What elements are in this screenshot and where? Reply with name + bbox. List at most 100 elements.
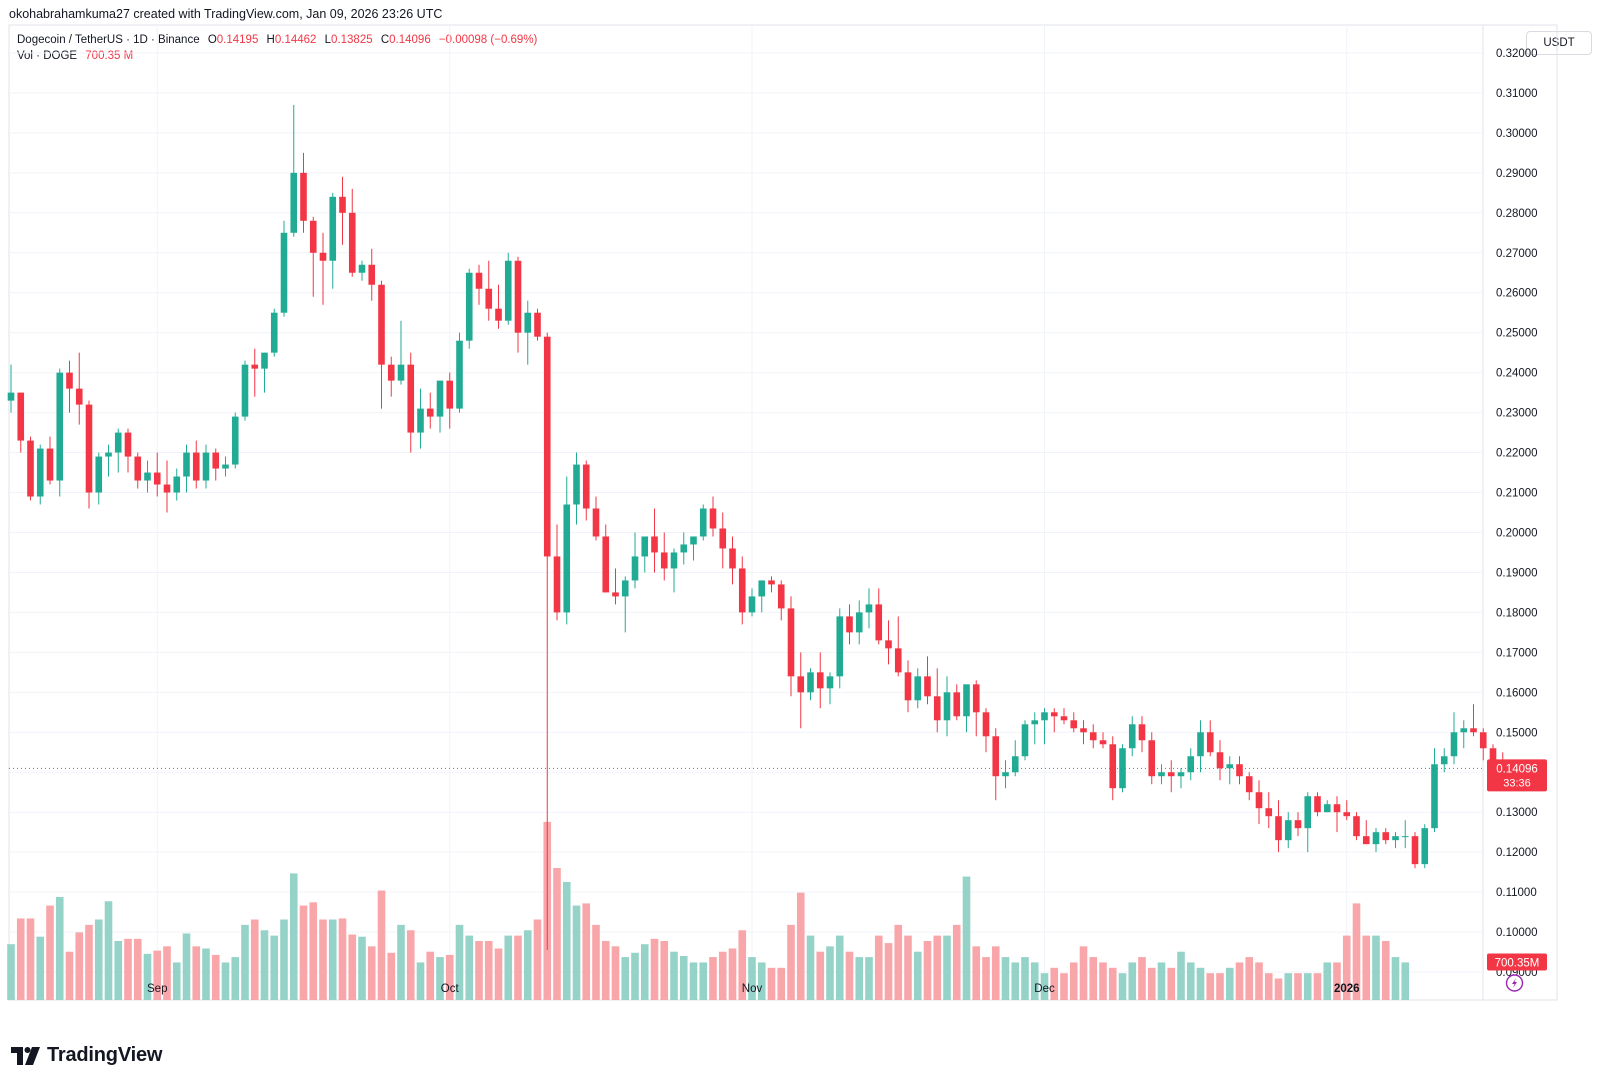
- price-chart[interactable]: 0.32000 0.31000 0.30000 0.29000 0.28000 0.270…: [0, 0, 1600, 1030]
- volume-bar: [943, 935, 951, 1000]
- candle-body: [1431, 764, 1438, 829]
- candle-body: [407, 364, 415, 433]
- y-tick-label: 0.15000: [1496, 727, 1538, 739]
- volume-bar: [1167, 967, 1176, 1000]
- volume-bar: [1333, 962, 1341, 1000]
- y-tick-label: 0.25000: [1496, 328, 1538, 340]
- candle-body: [1226, 764, 1234, 769]
- volume-bar: [582, 903, 591, 1000]
- candle-body: [1197, 732, 1204, 757]
- candle-body: [680, 544, 688, 553]
- volume-bar: [1157, 962, 1166, 1000]
- y-tick-label: 0.18000: [1496, 607, 1538, 619]
- candle-body: [1002, 772, 1009, 777]
- candle-body: [495, 308, 502, 321]
- candle-body: [699, 508, 707, 537]
- candle-body: [1041, 712, 1048, 721]
- volume-bar: [533, 919, 542, 1000]
- low-value: 0.13825: [331, 34, 373, 46]
- y-tick-label: 0.30000: [1496, 128, 1538, 140]
- y-tick-label: 0.11000: [1496, 887, 1537, 899]
- candle-body: [641, 536, 649, 557]
- volume-bar: [1099, 962, 1107, 1000]
- symbol-legend[interactable]: Dogecoin / TetherUS · 1D · Binance O 0.14…: [17, 34, 537, 46]
- volume-bar: [504, 935, 513, 1000]
- volume-bar: [562, 881, 571, 1000]
- tradingview-logo[interactable]: TradingView: [11, 1044, 162, 1067]
- volume-bar: [1391, 957, 1400, 1000]
- volume-bar: [738, 930, 747, 1000]
- currency-unit-button[interactable]: USDT: [1526, 31, 1592, 55]
- plot-frame: [8, 24, 1558, 1001]
- volume-bar: [416, 962, 425, 1000]
- candle-body: [1362, 836, 1370, 845]
- candle-body: [1440, 756, 1448, 765]
- lightning-glyph: [1512, 978, 1517, 988]
- candle-body: [797, 676, 805, 693]
- volume-bar: [777, 967, 786, 1000]
- candle-body: [1421, 828, 1429, 865]
- volume-bar: [1108, 967, 1117, 1000]
- volume-bar: [260, 930, 269, 1000]
- volume-bar: [748, 957, 756, 1000]
- close-label: C: [380, 34, 390, 46]
- candle-body: [485, 288, 493, 309]
- volume-bar: [85, 924, 93, 1000]
- candle-body: [553, 556, 561, 613]
- candle-countdown-text: 33:36: [1503, 777, 1531, 789]
- volume-bar: [1313, 973, 1322, 1000]
- volume-bar: [1060, 973, 1068, 1000]
- volume-bar: [806, 935, 815, 1000]
- volume-bar: [1030, 962, 1039, 1000]
- volume-bar: [689, 962, 698, 1000]
- volume-bar: [670, 951, 678, 1000]
- candle-body: [251, 364, 259, 369]
- candle-body: [358, 264, 366, 273]
- open-label: O: [207, 34, 217, 46]
- y-tick-label: 0.26000: [1496, 288, 1538, 300]
- volume-bar: [699, 962, 708, 1000]
- candle-body: [563, 504, 571, 613]
- candle-body: [56, 372, 64, 481]
- candle-body: [426, 408, 434, 417]
- y-tick-label: 0.28000: [1496, 208, 1538, 220]
- x-tick-label: 2026: [1334, 983, 1360, 995]
- volume-bar: [494, 948, 503, 1000]
- candle-body: [36, 448, 44, 497]
- candle-body: [1177, 772, 1185, 777]
- candle-body: [524, 312, 532, 333]
- candle-body: [1333, 804, 1341, 813]
- volume-bar: [328, 919, 337, 1000]
- candle-body: [280, 232, 288, 313]
- volume-bar: [153, 950, 162, 1000]
- volume-bar: [660, 940, 669, 1000]
- volume-bar: [1216, 973, 1224, 1000]
- change-value: −0.00098 (−0.69%): [438, 34, 538, 46]
- volume-bar: [816, 951, 825, 1000]
- candle-body: [339, 196, 346, 213]
- candle-body: [768, 580, 775, 585]
- candle-body: [1021, 724, 1029, 757]
- candle-body: [836, 616, 844, 677]
- candle-body: [582, 464, 590, 509]
- volume-bar: [855, 957, 864, 1000]
- candle-body: [202, 452, 210, 481]
- y-tick-label: 0.29000: [1496, 168, 1538, 180]
- candle-body: [1323, 804, 1331, 813]
- price-overlays: 0.14096 33:36 700.35M: [9, 759, 1547, 992]
- volume-bar: [358, 936, 366, 1000]
- volume-bar: [436, 957, 444, 1000]
- high-value: 0.14462: [274, 34, 317, 46]
- candle-body: [992, 736, 1000, 777]
- volume-bar: [163, 946, 171, 1000]
- volume-bar: [865, 957, 873, 1000]
- candle-body: [738, 568, 746, 613]
- candle-body: [592, 508, 600, 537]
- candle-body: [368, 264, 376, 285]
- y-tick-label: 0.27000: [1496, 248, 1538, 260]
- y-tick-label: 0.32000: [1496, 48, 1538, 60]
- x-tick-label: Nov: [742, 983, 763, 995]
- symbol-name[interactable]: Dogecoin / TetherUS · 1D · Binance: [17, 34, 200, 46]
- volume-bar: [1362, 935, 1371, 1000]
- volume-bar: [621, 957, 630, 1000]
